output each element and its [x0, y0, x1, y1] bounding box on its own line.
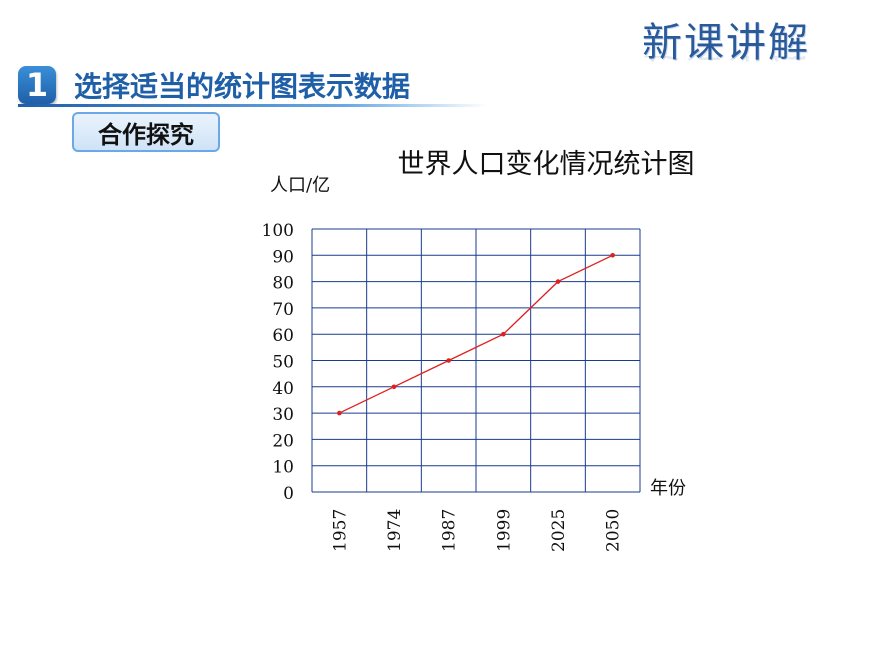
- x-tick-labels: 1957 1974 1987 1999 2025 2050: [330, 509, 623, 552]
- series-polyline: [339, 254, 613, 414]
- chart-grid: [311, 228, 641, 493]
- x-tick-label: 1987: [440, 509, 460, 552]
- x-tick-label: 2025: [549, 509, 569, 552]
- y-tick-label: 10: [272, 458, 294, 478]
- y-tick-label: 20: [272, 431, 294, 451]
- series-line: [337, 253, 615, 416]
- x-tick-label: 2050: [604, 509, 624, 552]
- y-tick-label: 60: [272, 326, 294, 346]
- section-title: 选择适当的统计图表示数据: [74, 70, 411, 103]
- y-tick-labels: 0 10 20 30 40 50 60 70 80 90 100: [262, 221, 294, 504]
- y-tick-label: 100: [262, 221, 294, 241]
- y-axis-label: 人口/亿: [270, 175, 330, 196]
- y-tick-label: 40: [272, 379, 294, 399]
- x-axis-label: 年份: [650, 478, 686, 499]
- section-underline: [18, 104, 488, 107]
- data-point-1974: [391, 384, 397, 390]
- section-number-badge: 1: [18, 66, 56, 104]
- data-point-2050: [610, 253, 615, 258]
- data-point-1999: [501, 331, 506, 337]
- y-tick-label: 0: [283, 484, 294, 504]
- x-tick-label: 1974: [385, 509, 405, 552]
- x-tick-label: 1957: [330, 509, 350, 552]
- data-point-1987: [446, 358, 451, 363]
- lesson-tag: 新课讲解: [642, 20, 810, 66]
- subsection-label: 合作探究: [72, 112, 220, 152]
- y-tick-label: 90: [272, 247, 294, 267]
- section-header: 1 选择适当的统计图表示数据: [18, 62, 410, 108]
- data-point-2025: [555, 279, 561, 284]
- x-tick-label: 1999: [494, 509, 514, 552]
- data-point-1957: [337, 410, 342, 416]
- y-tick-label: 80: [272, 274, 294, 294]
- y-tick-label: 30: [272, 405, 294, 425]
- y-tick-label: 50: [272, 353, 294, 373]
- chart-title: 世界人口变化情况统计图: [398, 149, 695, 180]
- y-tick-label: 70: [272, 300, 294, 320]
